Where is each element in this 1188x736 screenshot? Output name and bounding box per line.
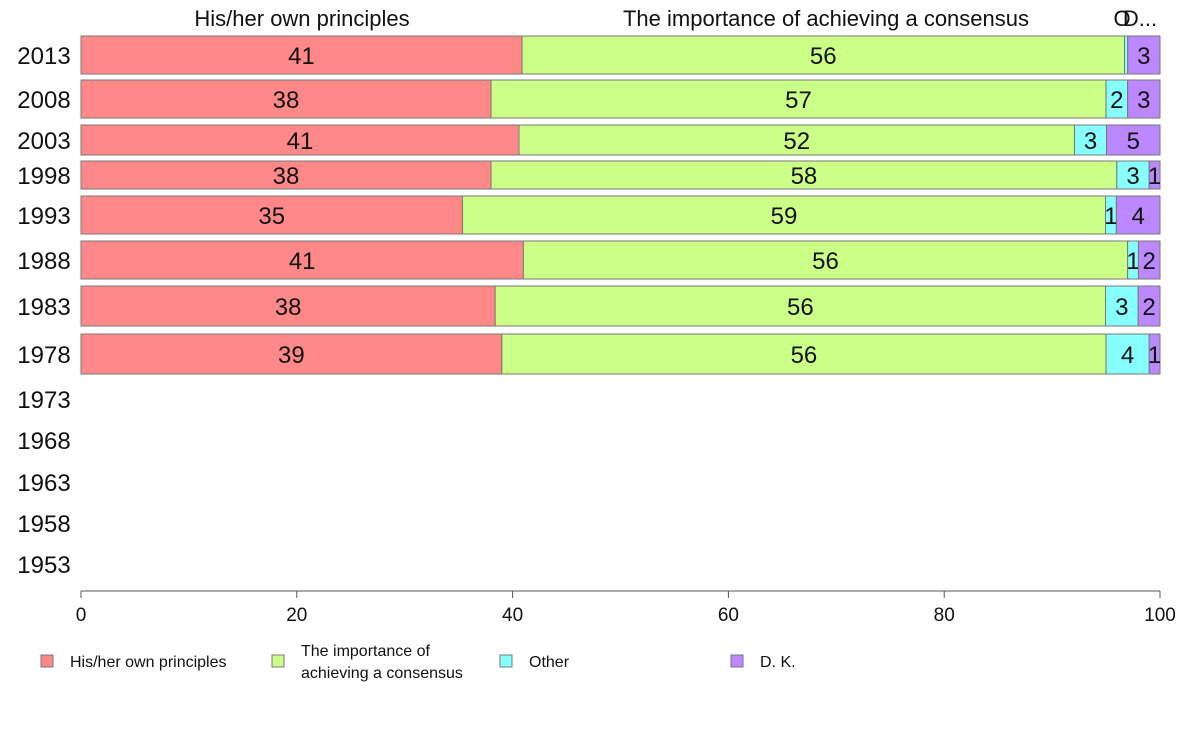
year-label: 1953 — [17, 552, 70, 579]
year-label: 1988 — [17, 248, 70, 275]
data-label: 2 — [1143, 248, 1156, 275]
data-label: 39 — [278, 342, 305, 369]
legend-entry: The importance of achieving a consensus — [271, 643, 463, 682]
x-tick-label: 0 — [76, 605, 87, 626]
x-tick-label: 60 — [718, 605, 739, 626]
bar-segment — [1148, 160, 1161, 190]
bar-segment — [80, 160, 492, 190]
data-label: 56 — [791, 342, 818, 369]
legend-label: D. K. — [760, 654, 796, 671]
top-series-label: O — [1113, 6, 1130, 31]
data-label: 1 — [1126, 248, 1139, 275]
x-tick-label: 100 — [1144, 605, 1176, 626]
legend-swatch — [730, 654, 744, 668]
bar-segment — [1137, 240, 1161, 280]
legend-entry: Other — [499, 654, 570, 671]
data-label: 38 — [273, 163, 300, 190]
bar-segment — [521, 35, 1125, 75]
bar-segment — [80, 285, 496, 327]
bar-segment — [1148, 333, 1161, 375]
data-label: 35 — [258, 203, 285, 230]
legend-entry: D. K. — [730, 654, 796, 671]
data-label: 3 — [1137, 43, 1150, 70]
legend-label: His/her own principles — [70, 654, 227, 671]
bar-segment — [494, 285, 1107, 327]
bar-segment — [80, 79, 492, 119]
x-tick-label: 40 — [502, 605, 523, 626]
bar-segment — [1074, 124, 1108, 156]
bar-segment — [1137, 285, 1161, 327]
data-label: 41 — [288, 43, 315, 70]
bar-segment — [518, 124, 1076, 156]
data-label: 2 — [1142, 294, 1155, 321]
data-label: 57 — [785, 87, 812, 114]
legend-entry: His/her own principles — [40, 654, 227, 671]
data-label: 56 — [810, 43, 837, 70]
data-label: 3 — [1115, 294, 1128, 321]
data-label: 2 — [1110, 87, 1123, 114]
data-label: 4 — [1121, 342, 1134, 369]
data-label: 1 — [1148, 342, 1161, 369]
top-series-label: The importance of achieving a consensus — [623, 6, 1029, 31]
data-label: 56 — [812, 248, 839, 275]
year-label: 2003 — [17, 128, 70, 155]
data-label: 1 — [1104, 203, 1117, 230]
data-label: 4 — [1132, 203, 1145, 230]
data-label: 1 — [1148, 163, 1161, 190]
data-label: 52 — [783, 128, 810, 155]
bar-segment — [461, 195, 1107, 235]
year-label: 1983 — [17, 294, 70, 321]
year-label: 1963 — [17, 470, 70, 497]
bar-segment — [80, 195, 463, 235]
data-label: 41 — [287, 128, 314, 155]
data-label: 5 — [1127, 128, 1140, 155]
legend-swatch — [40, 654, 54, 668]
data-label: 41 — [289, 248, 316, 275]
top-series-label: His/her own principles — [194, 6, 409, 31]
legend-label: Other — [529, 654, 570, 671]
data-label: 38 — [273, 87, 300, 114]
bar-segment — [490, 79, 1107, 119]
legend-swatch — [499, 654, 513, 668]
bar-segment — [1105, 333, 1150, 375]
data-label: 3 — [1084, 128, 1097, 155]
bar-segment — [1127, 79, 1161, 119]
data-label: 38 — [275, 294, 302, 321]
year-label: 1978 — [17, 342, 70, 369]
bar-segment — [522, 240, 1129, 280]
year-label: 2013 — [17, 43, 70, 70]
data-label: 58 — [791, 163, 818, 190]
bar-segment — [1116, 160, 1150, 190]
top-series-label: D... — [1123, 6, 1157, 31]
data-label: 59 — [771, 203, 798, 230]
year-label: 2008 — [17, 87, 70, 114]
data-label: 3 — [1137, 87, 1150, 114]
bar-segment — [80, 124, 520, 156]
bar-segment — [1127, 35, 1161, 75]
legend-swatch — [271, 654, 285, 668]
x-tick-label: 80 — [934, 605, 955, 626]
year-label: 1968 — [17, 428, 70, 455]
bar-segment — [501, 333, 1107, 375]
bar-segment — [80, 240, 524, 280]
bar-segment — [1106, 124, 1161, 156]
year-label: 1998 — [17, 163, 70, 190]
data-label: 56 — [787, 294, 814, 321]
year-label: 1958 — [17, 511, 70, 538]
bar-segment — [1115, 195, 1161, 235]
data-label: 3 — [1126, 163, 1139, 190]
year-label: 1993 — [17, 203, 70, 230]
legend-label: achieving a consensus — [301, 665, 463, 682]
x-tick-label: 20 — [286, 605, 307, 626]
legend-label: The importance of — [301, 643, 431, 660]
year-label: 1973 — [17, 387, 70, 414]
